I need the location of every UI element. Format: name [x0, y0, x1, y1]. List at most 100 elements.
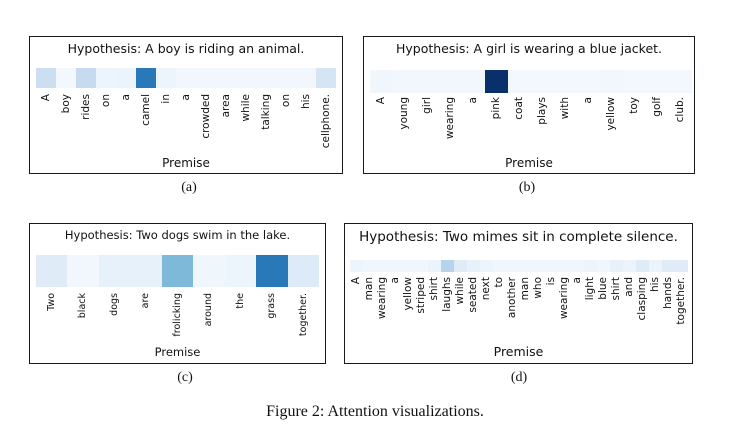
attention-cell [600, 70, 623, 93]
attention-cell [454, 260, 467, 272]
attention-heatmap [370, 70, 692, 93]
premise-word: in [159, 94, 172, 104]
attention-cell [480, 260, 493, 272]
attention-cell [216, 68, 236, 88]
attention-cell [130, 255, 162, 287]
premise-word: boy [59, 94, 72, 114]
premise-word: shirt [428, 277, 441, 301]
attention-cell [649, 260, 662, 272]
attention-cell [256, 255, 288, 287]
attention-cell [276, 68, 296, 88]
attention-cell [36, 68, 56, 88]
attention-cell [402, 260, 415, 272]
attention-cell [56, 68, 76, 88]
premise-word: and [623, 277, 636, 297]
attention-cell [531, 70, 554, 93]
premise-word: black [77, 293, 89, 319]
premise-word: grass [266, 293, 278, 319]
attention-cell [296, 68, 316, 88]
attention-cell [287, 255, 319, 287]
premise-word: wearing [444, 97, 457, 140]
attention-cell [67, 255, 99, 287]
premise-word: yellow [402, 277, 415, 311]
premise-word: camel [139, 94, 152, 126]
subfigure-label-c: (c) [177, 370, 193, 385]
attention-cell [316, 68, 336, 88]
premise-label: Premise [154, 345, 201, 359]
attention-cell [597, 260, 610, 272]
premise-word: wearing [376, 277, 389, 320]
subfigure-label-b: (b) [518, 180, 536, 195]
attention-panel-b: Hypothesis: A girl is wearing a blue jac… [363, 36, 695, 174]
attention-cell [393, 70, 416, 93]
attention-cell [224, 255, 257, 287]
attention-cell [467, 260, 480, 272]
attention-cell [196, 68, 216, 88]
premise-word: a [582, 97, 595, 104]
attention-cell [485, 70, 508, 93]
attention-panel-d: Hypothesis: Two mimes sit in complete si… [344, 223, 693, 364]
premise-word: with [559, 97, 572, 120]
attention-cell [441, 260, 454, 272]
premise-word: seated [467, 277, 480, 313]
attention-heatmap [36, 68, 336, 88]
premise-word: toy [628, 97, 641, 114]
premise-word: is [545, 277, 558, 286]
premise-word: are [140, 293, 152, 309]
premise-word: a [119, 94, 132, 101]
premise-word: frolicking [171, 293, 183, 337]
attention-cell [136, 68, 156, 88]
attention-cell [577, 70, 600, 93]
attention-cell [156, 68, 176, 88]
attention-cell [532, 260, 545, 272]
attention-cell [646, 70, 669, 93]
attention-cell [610, 260, 623, 272]
premise-word: girl [421, 97, 434, 114]
attention-cell [36, 255, 68, 287]
premise-word: together. [675, 277, 688, 325]
attention-cell [571, 260, 584, 272]
premise-word: cellphone. [319, 94, 332, 149]
attention-heatmap [36, 255, 319, 287]
attention-cell [623, 260, 636, 272]
premise-word: light [584, 277, 597, 301]
attention-cell [636, 260, 649, 272]
premise-word: pink [490, 97, 503, 120]
attention-panel-a: Hypothesis: A boy is riding an animal. A… [29, 36, 343, 174]
hypothesis-label: Hypothesis: Two mimes sit in complete si… [359, 229, 678, 245]
premise-word: Two [45, 293, 57, 311]
premise-word: young [398, 97, 411, 130]
attention-cell [675, 260, 688, 272]
premise-word: a [571, 277, 584, 284]
attention-cell [161, 255, 194, 287]
premise-word: next [480, 277, 493, 301]
attention-cell [584, 260, 597, 272]
attention-cell [193, 255, 225, 287]
premise-word: clasping [636, 277, 649, 321]
premise-label: Premise [162, 156, 210, 170]
attention-cell [415, 260, 428, 272]
premise-word: together. [297, 293, 309, 337]
premise-word: laughs [441, 277, 454, 312]
premise-word: his [649, 277, 662, 293]
premise-word: golf [651, 97, 664, 117]
attention-cell [428, 260, 441, 272]
attention-cell [669, 70, 692, 93]
attention-cell [256, 68, 276, 88]
attention-cell [370, 70, 393, 93]
premise-word: to [493, 277, 506, 288]
attention-heatmap [350, 260, 688, 272]
premise-word: crowded [199, 94, 212, 139]
hypothesis-label: Hypothesis: Two dogs swim in the lake. [64, 228, 291, 242]
attention-cell [363, 260, 376, 272]
premise-word: yellow [605, 97, 618, 131]
premise-word: dogs [108, 293, 120, 316]
attention-cell [116, 68, 136, 88]
attention-cell [462, 70, 485, 93]
premise-word: the [234, 293, 246, 309]
premise-label: Premise [505, 156, 553, 170]
attention-cell [623, 70, 646, 93]
premise-word: A [375, 97, 388, 105]
attention-cell [493, 260, 506, 272]
hypothesis-label: Hypothesis: A boy is riding an animal. [67, 41, 305, 56]
